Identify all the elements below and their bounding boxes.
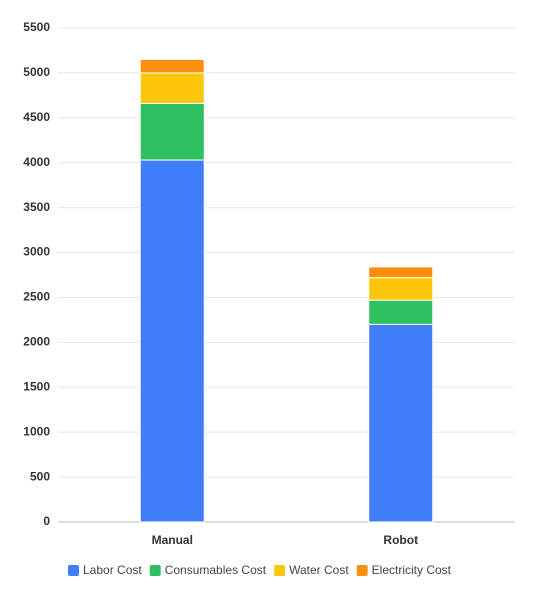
legend-label: Labor Cost: [83, 563, 142, 577]
y-tick-label: 3000: [23, 245, 50, 259]
y-tick-label: 5000: [23, 65, 50, 79]
bar-segment: [368, 266, 434, 279]
bar-segment: [139, 159, 205, 523]
y-tick-label: 4000: [23, 155, 50, 169]
legend-swatch: [274, 565, 286, 576]
y-tick-label: 3500: [23, 200, 50, 214]
y-tick-label: 2500: [23, 290, 50, 304]
bar-segment: [368, 323, 434, 523]
y-tick-label: 4500: [23, 110, 50, 124]
bar-segment: [139, 72, 205, 104]
legend-label: Water Cost: [289, 563, 349, 577]
y-tick-label: 500: [30, 469, 50, 483]
y-tick-label: 1000: [23, 424, 50, 438]
y-tick-label: 5500: [23, 20, 50, 34]
y-tick-label: 2000: [23, 335, 50, 349]
bar-segment: [368, 299, 434, 325]
legend-swatch: [149, 565, 161, 576]
bar-segment: [139, 58, 205, 74]
y-tick-label: 0: [43, 514, 50, 528]
bar-segment: [139, 102, 205, 161]
x-tick-label: Robot: [383, 533, 418, 547]
x-tick-label: Manual: [152, 533, 193, 547]
legend-label: Consumables Cost: [165, 563, 267, 577]
legend-label: Electricity Cost: [372, 563, 452, 577]
legend-swatch: [68, 565, 79, 576]
y-tick-label: 1500: [23, 379, 50, 393]
bar-segment: [368, 277, 434, 301]
legend-swatch: [356, 565, 368, 576]
